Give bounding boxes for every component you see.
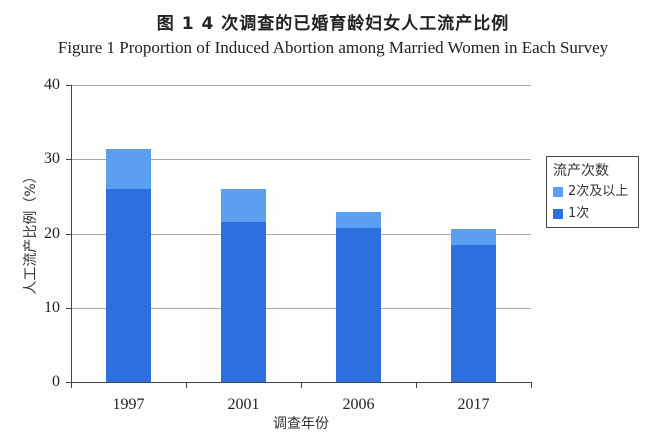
bar-segment-two-plus bbox=[451, 229, 496, 246]
x-tick-label: 1997 bbox=[112, 396, 145, 413]
y-tick-label: 30 bbox=[44, 150, 60, 168]
chart-title-cn: 图 1 4 次调查的已婚育龄妇女人工流产比例 bbox=[156, 14, 510, 34]
legend-label: 2次及以上 bbox=[568, 184, 629, 199]
x-tick-mark bbox=[186, 382, 187, 388]
gridline bbox=[71, 307, 531, 309]
legend-swatch-one bbox=[553, 209, 563, 219]
bar-1997 bbox=[106, 148, 151, 382]
plot-area bbox=[71, 85, 531, 382]
x-tick-label: 2006 bbox=[342, 396, 375, 413]
y-tick-mark bbox=[66, 85, 71, 86]
y-axis-title: 人工流产比例（%） bbox=[23, 169, 39, 295]
bar-segment-one bbox=[336, 228, 381, 382]
bar-segment-two-plus bbox=[221, 188, 266, 222]
gridline bbox=[71, 159, 531, 161]
x-tick-mark bbox=[416, 382, 417, 388]
y-tick-label: 0 bbox=[52, 373, 60, 390]
bar-2001 bbox=[221, 188, 266, 382]
y-tick-label: 40 bbox=[44, 76, 60, 93]
x-tick-label: 2001 bbox=[227, 396, 260, 413]
bar-segment-one bbox=[221, 221, 266, 382]
y-tick-mark bbox=[66, 307, 71, 309]
y-tick-label: 10 bbox=[44, 298, 60, 316]
y-tick-mark bbox=[66, 233, 71, 235]
legend-item-one: 1次 bbox=[553, 203, 632, 225]
chart-title-en: Figure 1 Proportion of Induced Abortion … bbox=[57, 38, 609, 57]
legend-label: 1次 bbox=[568, 206, 590, 221]
bar-segment-two-plus bbox=[336, 211, 381, 229]
legend-title: 流产次数 bbox=[553, 163, 609, 179]
bar-2006 bbox=[336, 211, 381, 382]
y-tick-label: 20 bbox=[44, 224, 60, 242]
x-tick-mark bbox=[531, 382, 532, 388]
gridline bbox=[71, 233, 531, 235]
x-tick-mark bbox=[301, 382, 302, 388]
bar-segment-two-plus bbox=[106, 148, 151, 189]
legend: 流产次数 2次及以上 1次 bbox=[546, 156, 639, 228]
bar-segment-one bbox=[106, 188, 151, 382]
y-tick-mark bbox=[66, 159, 71, 161]
legend-item-two-plus: 2次及以上 bbox=[553, 181, 632, 203]
y-tick-mark bbox=[66, 382, 71, 383]
x-tick-mark bbox=[71, 382, 72, 388]
x-tick-label: 2017 bbox=[457, 396, 490, 413]
x-axis-title: 调查年份 bbox=[273, 416, 329, 432]
bar-segment-one bbox=[451, 245, 496, 382]
legend-swatch-two-plus bbox=[553, 187, 563, 197]
gridline bbox=[71, 85, 531, 86]
y-axis-line bbox=[71, 85, 72, 383]
bar-2017 bbox=[451, 229, 496, 382]
